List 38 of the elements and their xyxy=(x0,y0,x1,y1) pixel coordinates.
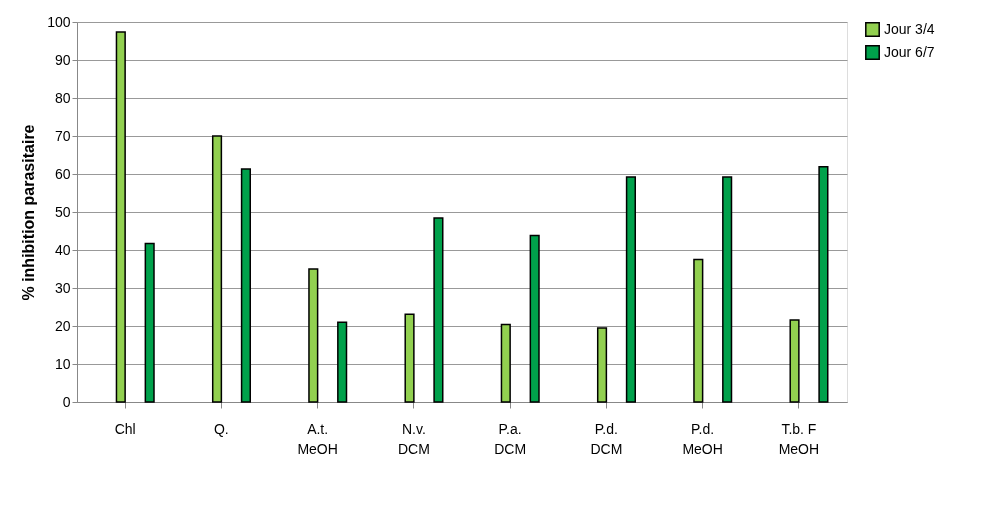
y-tick-label: 80 xyxy=(54,89,71,106)
bar xyxy=(625,176,636,403)
x-tick-label: A.t. MeOH xyxy=(297,420,338,457)
y-tick-label: 90 xyxy=(54,51,71,68)
y-tick-label: 50 xyxy=(54,203,71,220)
x-tick-label: Q. xyxy=(213,420,229,437)
bar xyxy=(693,258,704,403)
y-tick-label: 10 xyxy=(54,355,71,372)
bar xyxy=(211,135,223,403)
bar xyxy=(144,242,155,403)
legend-label: Jour 3/4 xyxy=(884,20,935,37)
y-tick-label: 30 xyxy=(54,279,71,296)
x-tick-label: N.v. DCM xyxy=(397,420,430,457)
x-tick-label: T.b. F MeOH xyxy=(778,420,820,457)
x-tick-label: P.d. DCM xyxy=(590,420,623,457)
bar xyxy=(529,234,540,403)
legend-label: Jour 6/7 xyxy=(884,43,935,60)
y-tick-label: 20 xyxy=(54,317,71,334)
bar xyxy=(337,321,348,403)
bar xyxy=(433,217,444,403)
y-tick-label: 0 xyxy=(62,393,71,410)
bar xyxy=(115,31,126,403)
bar xyxy=(818,166,829,403)
bar xyxy=(308,268,319,403)
x-tick-label: P.a. DCM xyxy=(494,420,527,457)
bar xyxy=(722,176,733,403)
y-tick-label: 70 xyxy=(54,127,71,144)
bar xyxy=(404,313,415,403)
bar xyxy=(500,323,511,403)
x-tick-label: Chl xyxy=(114,420,136,437)
bar xyxy=(789,319,800,403)
y-tick-label: 60 xyxy=(54,165,71,182)
y-tick-label: 100 xyxy=(47,13,71,30)
y-tick-label: 40 xyxy=(54,241,71,258)
bar xyxy=(596,327,608,403)
bar xyxy=(240,168,251,403)
x-tick-label: P.d. MeOH xyxy=(682,420,723,457)
y-axis-title: % inhibition parasitaire xyxy=(20,124,38,301)
